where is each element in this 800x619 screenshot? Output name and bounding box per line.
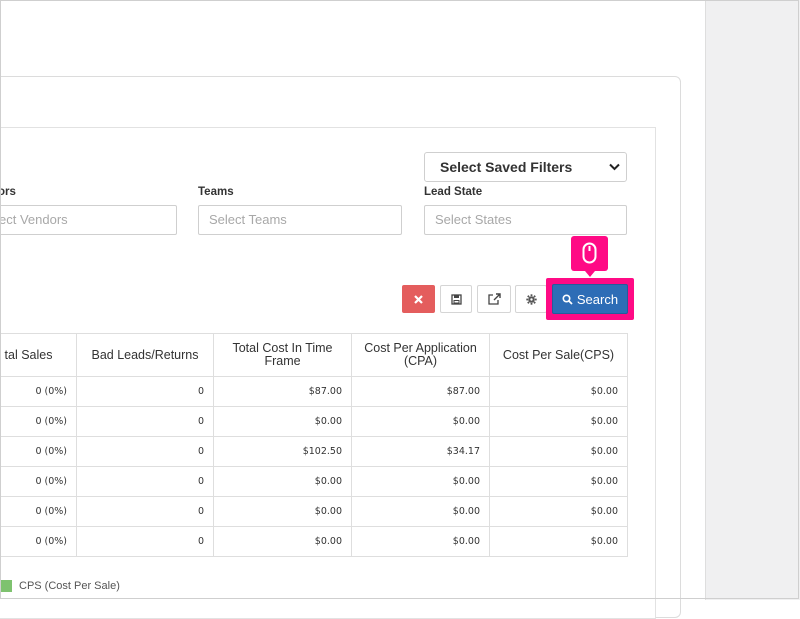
teams-label: Teams xyxy=(198,186,234,198)
cell-total-sales: 0 (0%) xyxy=(0,376,77,407)
lead-state-label: Lead State xyxy=(424,186,483,198)
table-row: 0 (0%) 0 $0.00 $0.00 $0.00 xyxy=(0,526,628,557)
cell-bad-leads: 0 xyxy=(76,466,214,497)
legend-swatch-cps xyxy=(0,580,12,592)
cell-total-cost: $87.00 xyxy=(213,376,352,407)
cell-total-sales: 0 (0%) xyxy=(0,496,77,527)
cell-bad-leads: 0 xyxy=(76,496,214,527)
cell-total-cost: $0.00 xyxy=(213,466,352,497)
cell-cps: $0.00 xyxy=(489,436,628,467)
cell-total-sales: 0 (0%) xyxy=(0,406,77,437)
cell-cpa: $0.00 xyxy=(351,526,490,557)
table-row: 0 (0%) 0 $102.50 $34.17 $0.00 xyxy=(0,436,628,467)
cell-cps: $0.00 xyxy=(489,406,628,437)
cell-cps: $0.00 xyxy=(489,376,628,407)
cell-cps: $0.00 xyxy=(489,466,628,497)
table-header-row: tal Sales Bad Leads/Returns Total Cost I… xyxy=(0,333,628,377)
cell-cpa: $87.00 xyxy=(351,376,490,407)
col-cpa[interactable]: Cost Per Application (CPA) xyxy=(351,333,490,377)
cell-total-cost: $0.00 xyxy=(213,496,352,527)
saved-filters-value: Select Saved Filters xyxy=(440,159,573,175)
times-icon xyxy=(414,294,423,304)
col-total-cost[interactable]: Total Cost In Time Frame xyxy=(213,333,352,377)
export-button[interactable] xyxy=(477,285,511,313)
table-row: 0 (0%) 0 $0.00 $0.00 $0.00 xyxy=(0,406,628,437)
cell-bad-leads: 0 xyxy=(76,526,214,557)
right-gutter xyxy=(705,0,800,600)
settings-button[interactable] xyxy=(515,285,547,313)
search-button-label: Search xyxy=(576,291,619,307)
vendors-label: ors xyxy=(0,186,16,198)
cell-cpa: $0.00 xyxy=(351,466,490,497)
cell-cpa: $0.00 xyxy=(351,406,490,437)
external-link-icon xyxy=(487,293,501,305)
cell-total-sales: 0 (0%) xyxy=(0,466,77,497)
cell-total-cost: $102.50 xyxy=(213,436,352,467)
floppy-disk-icon xyxy=(450,293,462,305)
chart-legend: CPS (Cost Per Sale) xyxy=(0,580,120,592)
teams-input[interactable]: Select Teams xyxy=(198,205,402,235)
cell-bad-leads: 0 xyxy=(76,376,214,407)
col-cps[interactable]: Cost Per Sale(CPS) xyxy=(489,333,628,377)
cell-cps: $0.00 xyxy=(489,496,628,527)
click-indicator xyxy=(571,236,608,277)
col-bad-leads[interactable]: Bad Leads/Returns xyxy=(76,333,214,377)
saved-filters-select[interactable]: Select Saved Filters xyxy=(424,152,627,182)
cell-bad-leads: 0 xyxy=(76,406,214,437)
cell-cpa: $34.17 xyxy=(351,436,490,467)
legend-label-cps: CPS (Cost Per Sale) xyxy=(19,580,120,592)
results-table: tal Sales Bad Leads/Returns Total Cost I… xyxy=(0,333,628,557)
col-total-sales[interactable]: tal Sales xyxy=(0,333,77,377)
cell-total-cost: $0.00 xyxy=(213,406,352,437)
mouse-icon xyxy=(582,242,597,264)
table-row: 0 (0%) 0 $87.00 $87.00 $0.00 xyxy=(0,376,628,407)
cell-total-cost: $0.00 xyxy=(213,526,352,557)
lead-state-input[interactable]: Select States xyxy=(424,205,627,235)
table-row: 0 (0%) 0 $0.00 $0.00 $0.00 xyxy=(0,496,628,527)
cell-cps: $0.00 xyxy=(489,526,628,557)
search-button[interactable]: Search xyxy=(552,284,628,314)
chevron-down-icon xyxy=(609,153,620,171)
search-icon xyxy=(562,293,573,305)
cell-total-sales: 0 (0%) xyxy=(0,436,77,467)
save-filter-button[interactable] xyxy=(440,285,472,313)
clear-filters-button[interactable] xyxy=(402,285,435,313)
cell-cpa: $0.00 xyxy=(351,496,490,527)
gear-icon xyxy=(525,293,537,305)
table-row: 0 (0%) 0 $0.00 $0.00 $0.00 xyxy=(0,466,628,497)
vendors-input[interactable]: ect Vendors xyxy=(0,205,177,235)
cell-bad-leads: 0 xyxy=(76,436,214,467)
cell-total-sales: 0 (0%) xyxy=(0,526,77,557)
